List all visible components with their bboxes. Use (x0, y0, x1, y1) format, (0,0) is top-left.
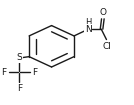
Text: F: F (17, 84, 22, 93)
Text: S: S (16, 53, 22, 62)
Text: Cl: Cl (102, 42, 111, 51)
Text: O: O (99, 8, 106, 17)
Text: H: H (85, 18, 92, 27)
Text: N: N (85, 25, 92, 34)
Text: F: F (32, 68, 38, 77)
Text: F: F (1, 68, 6, 77)
